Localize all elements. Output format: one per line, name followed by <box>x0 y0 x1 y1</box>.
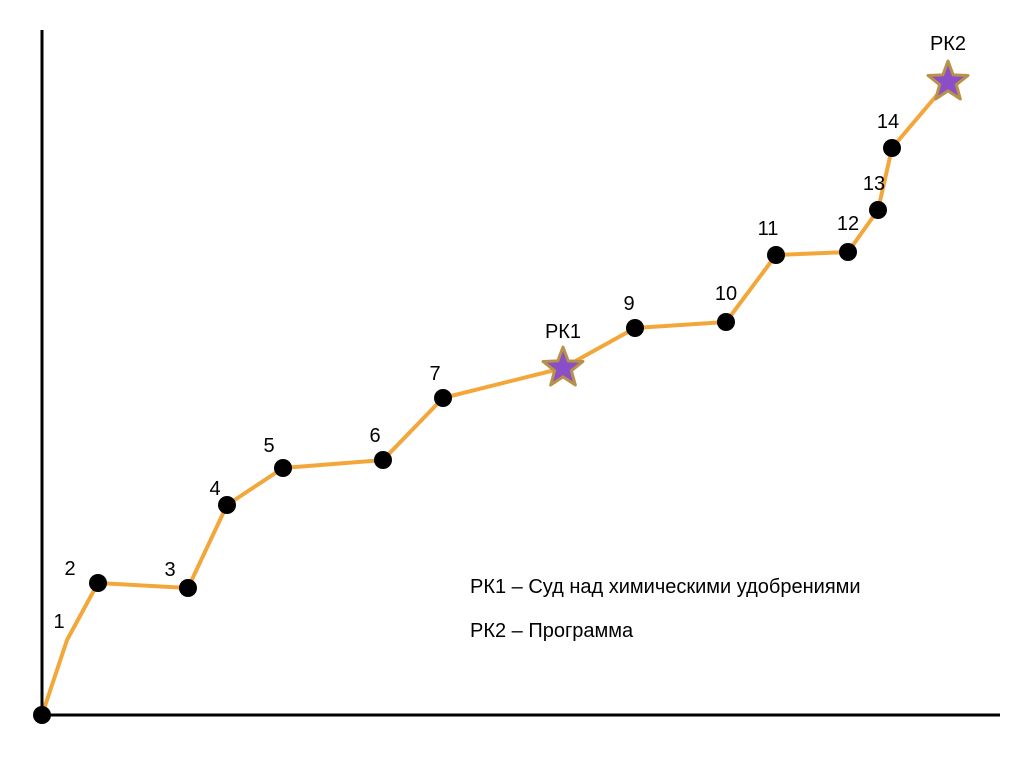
point-label-12: 12 <box>837 213 859 236</box>
point-label-1: 1 <box>53 611 64 634</box>
point-label-9: 9 <box>623 293 634 316</box>
data-point-0 <box>33 706 51 724</box>
point-label-7: 7 <box>429 363 440 386</box>
chart-svg <box>0 0 1024 767</box>
legend-line-0: РК1 – Суд над химическими удобрениями <box>470 576 861 599</box>
data-point-12 <box>839 243 857 261</box>
point-label-6: 6 <box>369 425 380 448</box>
point-label-11: 11 <box>758 218 779 241</box>
point-label-14: 14 <box>877 111 899 134</box>
data-point-5 <box>274 459 292 477</box>
point-label-10: 10 <box>715 283 737 306</box>
data-point-7 <box>434 389 452 407</box>
legend-line-1: РК2 – Программа <box>470 620 633 643</box>
data-point-3 <box>179 579 197 597</box>
point-label-15: РК2 <box>930 33 966 56</box>
data-point-14 <box>883 139 901 157</box>
data-point-4 <box>218 496 236 514</box>
point-label-4: 4 <box>209 478 220 501</box>
data-point-2 <box>89 574 107 592</box>
point-label-2: 2 <box>64 558 75 581</box>
data-point-6 <box>374 451 392 469</box>
milestone-star-15 <box>928 61 968 99</box>
point-label-13: 13 <box>863 173 885 196</box>
point-label-8: РК1 <box>545 321 581 344</box>
milestone-star-8 <box>543 347 583 385</box>
data-point-9 <box>626 319 644 337</box>
data-point-11 <box>767 246 785 264</box>
point-label-3: 3 <box>164 559 175 582</box>
data-point-13 <box>869 201 887 219</box>
chart-container: 1234567РК191011121314РК2РК1 – Суд над хи… <box>0 0 1024 767</box>
data-point-10 <box>717 313 735 331</box>
point-label-5: 5 <box>263 435 274 458</box>
